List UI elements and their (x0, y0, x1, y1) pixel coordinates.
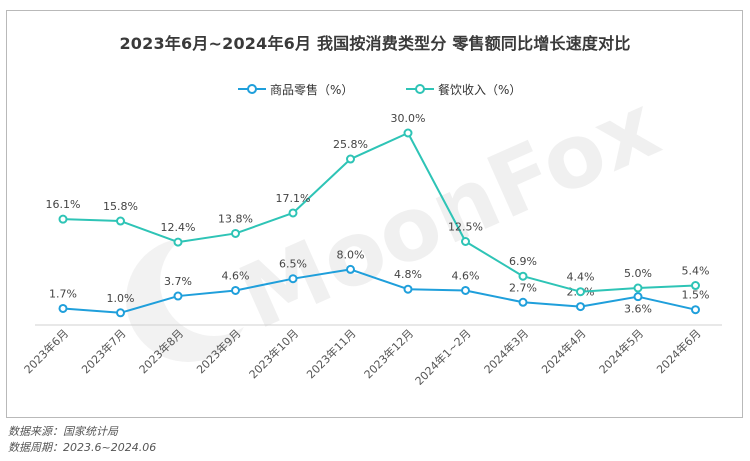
data-label-catering: 5.4% (682, 265, 710, 278)
x-tick-label: 2023年11月 (303, 326, 358, 381)
data-label-catering: 4.4% (567, 271, 595, 284)
x-tick-label: 2023年7月 (78, 326, 128, 376)
data-point-catering (346, 154, 355, 164)
legend-label-catering: 餐饮收入（%） (438, 82, 522, 97)
data-point-catering (288, 208, 298, 218)
legend-marker-catering (406, 84, 434, 94)
series-line-catering (62, 132, 696, 293)
x-tick-label: 2024年6月 (653, 326, 703, 376)
data-label-catering: 12.5% (448, 221, 483, 234)
data-label-retail: 4.6% (452, 269, 480, 282)
data-point-catering (403, 128, 413, 138)
data-label-retail: 6.5% (279, 258, 307, 271)
x-tick-label: 2024年1~2月 (412, 326, 474, 388)
data-point-catering (58, 214, 68, 224)
chart-frame (6, 10, 743, 418)
data-point-catering (231, 228, 240, 238)
data-label-retail: 1.7% (49, 287, 77, 300)
data-point-retail (116, 308, 125, 318)
data-point-retail (461, 285, 470, 295)
data-label-retail: 4.6% (222, 269, 250, 282)
data-point-retail (576, 302, 585, 312)
data-point-retail (231, 285, 240, 295)
data-point-catering (116, 216, 125, 226)
data-point-retail (518, 297, 528, 307)
data-label-retail: 2.7% (509, 281, 537, 294)
x-tick-label: 2023年9月 (193, 326, 243, 376)
legend-marker-retail (238, 84, 266, 94)
data-source: 数据来源：国家统计局 (8, 425, 118, 438)
data-label-catering: 16.1% (46, 198, 81, 211)
data-label-catering: 25.8% (333, 138, 368, 151)
data-point-retail (173, 291, 183, 301)
data-point-retail (633, 292, 643, 302)
data-label-retail: 3.6% (624, 303, 652, 316)
data-label-catering: 12.4% (161, 221, 196, 234)
data-point-catering (691, 281, 700, 291)
data-point-retail (691, 305, 700, 315)
data-point-retail (288, 274, 298, 284)
data-label-retail: 1.0% (107, 292, 135, 305)
data-label-catering: 5.0% (624, 267, 652, 280)
data-label-retail: 1.5% (682, 289, 710, 302)
data-label-catering: 15.8% (103, 200, 138, 213)
x-tick-label: 2023年10月 (246, 326, 301, 381)
data-label-catering: 13.8% (218, 212, 253, 225)
data-point-catering (518, 271, 528, 281)
data-point-retail (403, 284, 413, 294)
data-point-catering (576, 287, 585, 297)
legend-item-catering: 餐饮收入（%） (406, 81, 521, 97)
legend-label-retail: 商品零售（%） (270, 82, 354, 97)
x-tick-label: 2024年3月 (481, 326, 531, 376)
x-tick-label: 2023年12月 (361, 326, 416, 381)
data-point-catering (633, 283, 643, 293)
data-label-catering: 17.1% (276, 192, 311, 205)
data-point-catering (173, 237, 183, 247)
data-point-retail (346, 264, 355, 274)
x-tick-label: 2023年8月 (136, 326, 186, 376)
data-label-catering: 6.9% (509, 255, 537, 268)
data-label-retail: 4.8% (394, 268, 422, 281)
data-label-retail: 3.7% (164, 275, 192, 288)
series-line-retail (62, 268, 696, 314)
data-point-catering (461, 237, 470, 246)
x-tick-label: 2023年6月 (21, 326, 71, 376)
chart-title: 2023年6月~2024年6月 我国按消费类型分 零售额同比增长速度对比 (119, 34, 631, 53)
data-point-retail (58, 303, 68, 313)
legend-item-retail: 商品零售（%） (238, 81, 353, 97)
x-tick-label: 2024年5月 (596, 326, 646, 376)
data-label-retail: 8.0% (337, 248, 365, 261)
data-period: 数据周期：2023.6~2024.06 (8, 441, 157, 454)
data-label-catering: 30.0% (391, 112, 426, 125)
x-tick-label: 2024年4月 (538, 326, 588, 376)
